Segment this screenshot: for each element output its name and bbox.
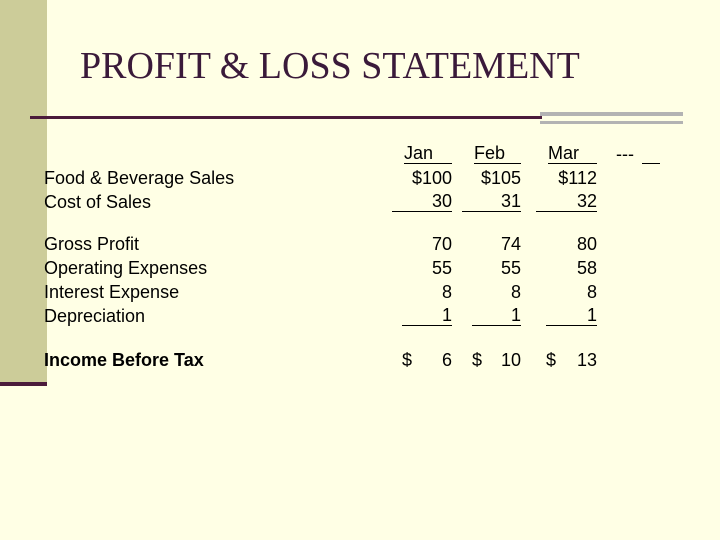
cell-value: $100	[411, 168, 452, 188]
cell-value: 1	[472, 305, 521, 326]
cell-value: $112	[558, 168, 597, 188]
currency-symbol: $	[402, 350, 413, 370]
cell-value: 80	[576, 234, 597, 254]
cell-value: 13	[576, 350, 597, 370]
cell-value: 55	[431, 258, 452, 278]
row-label: Operating Expenses	[44, 258, 208, 278]
cell-value: 30	[392, 191, 452, 212]
row-label: Food & Beverage Sales	[44, 168, 235, 188]
cell-value: 8	[586, 282, 597, 302]
cell-value: 1	[546, 305, 597, 326]
row-label: Depreciation	[44, 306, 146, 326]
cell-value: 58	[576, 258, 597, 278]
column-header: Jan	[404, 143, 452, 164]
cell-value: 1	[402, 305, 452, 326]
currency-symbol: $	[472, 350, 483, 370]
column-header: ---	[616, 144, 634, 164]
cell-value: 31	[462, 191, 521, 212]
row-label: Gross Profit	[44, 234, 140, 254]
row-label: Interest Expense	[44, 282, 180, 302]
cell-value: 6	[441, 350, 452, 370]
cell-value: $105	[480, 168, 521, 188]
sidebar-accent	[0, 382, 47, 386]
row-label: Income Before Tax	[44, 350, 204, 370]
column-header: Mar	[548, 143, 597, 164]
cell-value: 8	[441, 282, 452, 302]
title-rule	[30, 116, 542, 119]
cell-value: 10	[500, 350, 521, 370]
cell-value: 70	[431, 234, 452, 254]
cell-value: 8	[510, 282, 521, 302]
column-header: Feb	[474, 143, 521, 164]
sidebar	[0, 0, 47, 382]
cell-value: 55	[500, 258, 521, 278]
cell-value: 32	[536, 191, 597, 212]
column-header-underline	[642, 143, 660, 164]
title: PROFIT & LOSS STATEMENT	[80, 45, 580, 87]
title-rule-accent	[540, 121, 683, 124]
cell-value: 74	[500, 234, 521, 254]
title-rule-accent	[540, 112, 683, 116]
currency-symbol: $	[546, 350, 557, 370]
row-label: Cost of Sales	[44, 192, 152, 212]
